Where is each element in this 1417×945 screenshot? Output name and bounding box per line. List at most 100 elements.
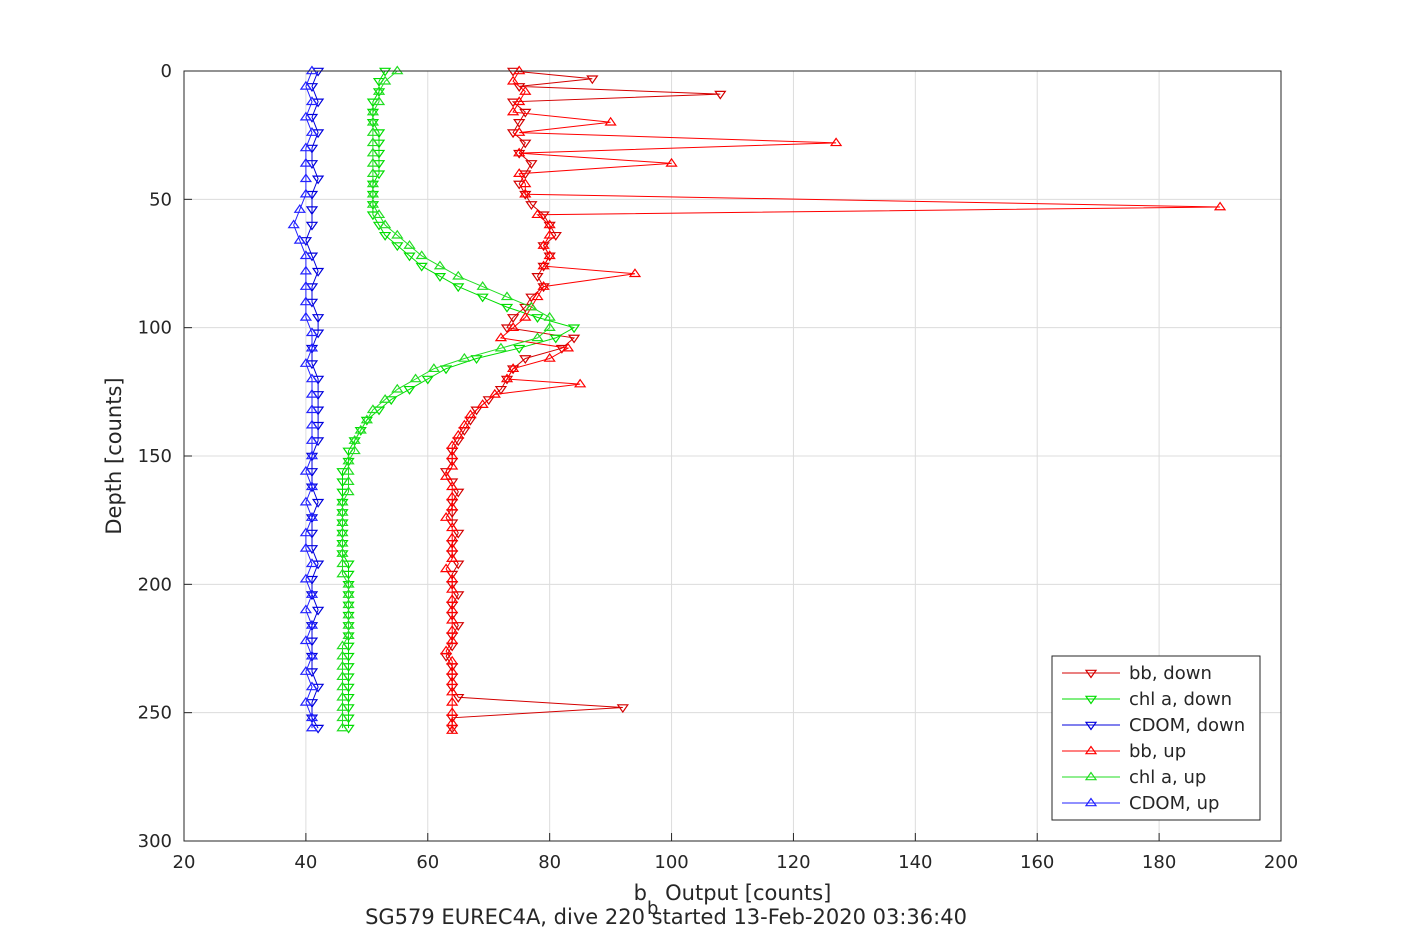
data-point [439, 512, 453, 521]
data-point [305, 221, 319, 231]
data-point [299, 296, 313, 306]
legend-marker [1084, 771, 1098, 781]
data-point [305, 373, 319, 383]
data-point [299, 157, 313, 167]
axis-ticks: 20 40 60 80 100 120 140 160 180 200 0 50 100 150 200 25… [138, 61, 1299, 873]
data-point [293, 234, 306, 244]
data-point [311, 314, 325, 323]
data-point [342, 457, 355, 467]
data-point [446, 481, 459, 491]
data-point [573, 378, 587, 388]
data-point [391, 65, 404, 75]
data-point [299, 281, 313, 290]
data-point [531, 209, 544, 219]
data-point [336, 537, 349, 547]
legend-label: bb, down [1129, 663, 1212, 684]
data-point [519, 178, 532, 188]
data-point [567, 324, 581, 334]
data-point [336, 568, 349, 578]
legend-marker [1084, 721, 1098, 731]
data-point [305, 419, 319, 429]
data-point [543, 229, 556, 239]
data-point [305, 388, 319, 398]
x-tick-label: 40 [294, 852, 317, 873]
data-point [391, 229, 404, 239]
data-point [531, 332, 544, 342]
data-point [305, 589, 319, 598]
data-point [446, 707, 459, 716]
x-tick-label: 80 [538, 852, 561, 873]
data-point [305, 65, 319, 75]
data-point [342, 486, 355, 496]
data-point [446, 553, 459, 562]
data-point [299, 80, 313, 90]
data-point [299, 265, 313, 275]
data-point [543, 219, 556, 229]
data-point [446, 491, 459, 501]
data-point [531, 314, 544, 323]
data-point [452, 560, 465, 570]
legend-marker [1084, 669, 1098, 679]
data-point [299, 111, 313, 121]
data-point [342, 619, 355, 629]
data-point [494, 332, 508, 342]
data-point [348, 437, 361, 447]
y-tick-label: 300 [138, 831, 172, 852]
data-point [336, 681, 349, 691]
data-point [446, 655, 459, 665]
data-point [543, 250, 556, 260]
data-point [519, 139, 532, 149]
data-point [537, 283, 550, 293]
data-point [372, 96, 386, 106]
data-point [403, 239, 416, 249]
data-point [299, 527, 313, 537]
data-point [372, 85, 386, 95]
legend-label: chl a, down [1129, 689, 1232, 710]
data-point [305, 722, 319, 732]
data-point [336, 701, 349, 711]
data-point [342, 609, 355, 619]
data-point [305, 681, 319, 691]
data-point [305, 96, 319, 106]
data-point [336, 640, 349, 650]
data-point [525, 160, 538, 169]
data-point [403, 252, 416, 262]
data-point [299, 604, 313, 614]
data-point [506, 365, 520, 375]
data-point [366, 106, 380, 116]
data-point [305, 127, 319, 136]
legend-marker [1084, 695, 1098, 705]
data-point [336, 558, 349, 568]
x-tick-label: 20 [173, 852, 196, 873]
data-point [488, 388, 501, 398]
series-5 [287, 65, 319, 732]
data-point [378, 75, 392, 85]
data-point [446, 614, 459, 624]
data-point [336, 517, 349, 527]
data-point [366, 188, 380, 198]
data-point [470, 355, 483, 365]
data-point [506, 314, 520, 323]
data-point [446, 522, 459, 532]
data-point [305, 558, 319, 568]
data-point [366, 116, 380, 126]
data-point [336, 498, 349, 508]
data-point [452, 429, 465, 439]
x-tick-label: 60 [416, 852, 439, 873]
data-point [446, 440, 459, 450]
data-point [342, 599, 355, 609]
data-point [360, 416, 373, 426]
data-point [561, 342, 575, 352]
data-point [446, 635, 459, 645]
data-point [452, 622, 465, 631]
data-point [342, 581, 355, 590]
data-point [366, 137, 380, 147]
data-point [342, 578, 355, 588]
legend-marker [1084, 745, 1098, 755]
data-point [305, 619, 319, 629]
data-point [366, 198, 380, 208]
data-point [446, 676, 459, 686]
data-point [299, 142, 313, 152]
legend-marker [1084, 797, 1098, 807]
data-point [604, 116, 617, 126]
